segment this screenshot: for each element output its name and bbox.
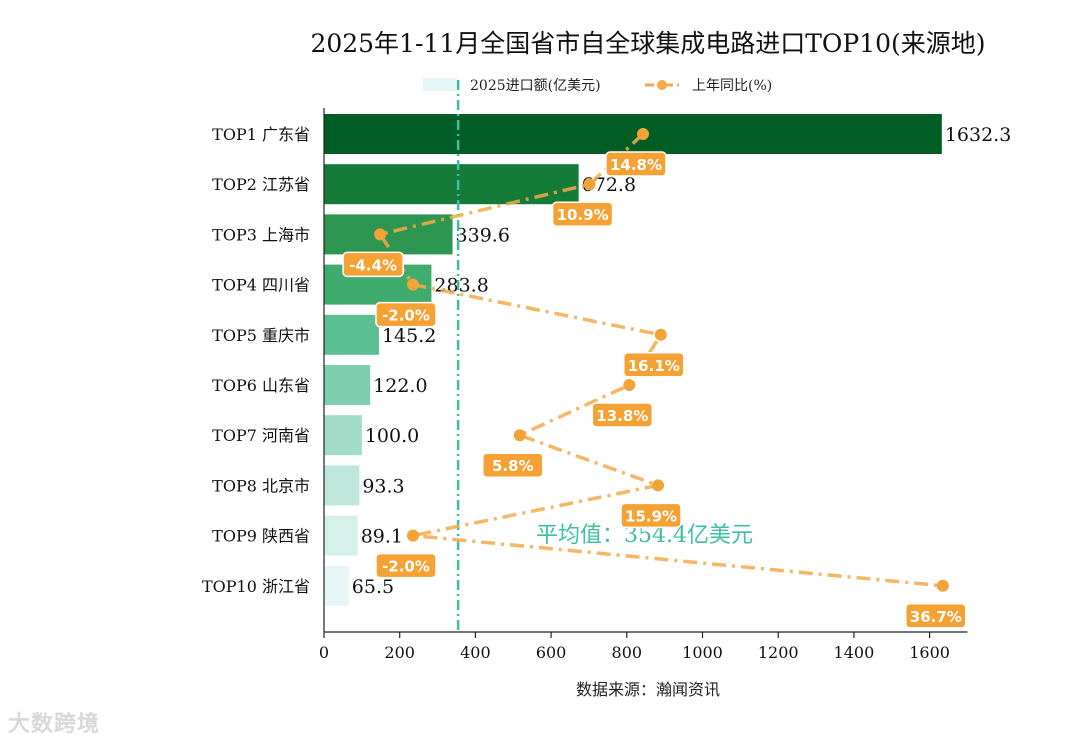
x-tick-label: 200 [384,643,415,662]
bar-value-label: 122.0 [373,375,427,397]
category-label: TOP1 广东省 [212,125,310,144]
yoy-label-box [591,402,654,428]
x-axis: 0 200 400 600 800 1000 1200 1400 1600 [319,108,968,662]
yoy-point [513,429,526,442]
yoy-label: 5.8% [492,457,534,475]
bar-value-label: 145.2 [382,325,436,347]
bar [324,365,371,405]
x-tick-label: 800 [612,643,643,662]
legend-line-marker [657,80,667,90]
x-tick-label: 1000 [682,643,723,662]
x-axis-label: 数据来源：瀚闻资讯 [576,680,720,699]
bar [324,314,379,355]
x-tick-label: 1400 [834,643,875,662]
yoy-label-box [375,552,437,579]
yoy-label: 13.8% [596,407,648,425]
bar [324,164,579,205]
bar [324,565,349,606]
legend-line-label: 上年同比(%) [692,78,772,94]
category-label: TOP10 浙江省 [202,577,310,596]
yoy-point [583,178,596,191]
yoy-point [652,479,665,492]
bar [324,415,362,456]
bar-value-label: 93.3 [362,475,404,497]
legend-bar-swatch [423,78,457,91]
yoy-label: 10.9% [557,206,609,224]
yoy-line-group: 14.8% 10.9% -4.4% -2.0% 16.1% 13.8% 5.8% 15.9% -… [342,128,967,629]
yoy-point [654,328,667,341]
yoy-point [406,529,419,542]
yoy-point [374,228,387,241]
yoy-point [406,278,419,291]
bar-group: 1632.3672.8339.6283.8145.2122.0100.093.3… [324,114,1011,606]
category-label: TOP7 河南省 [212,426,310,445]
bar-value-label: 65.5 [352,576,394,598]
x-tick-label: 1200 [758,643,799,662]
legend: 2025进口额(亿美元) 上年同比(%) [423,78,772,94]
yoy-label-box [482,452,544,478]
yoy-label: 14.8% [610,156,662,174]
bar-value-label: 89.1 [361,526,403,548]
bar [324,465,360,506]
yoy-point [936,579,949,592]
category-label: TOP9 陕西省 [212,527,310,546]
yoy-label: 15.9% [625,507,677,525]
bar-value-label: 100.0 [365,425,419,447]
category-label: TOP3 上海市 [212,225,310,244]
category-label: TOP5 重庆市 [212,326,310,345]
y-axis-labels: TOP1 广东省 TOP2 江苏省 TOP3 上海市 TOP4 四川省 TOP5 重庆市… [202,125,310,596]
x-tick-label: 600 [536,643,567,662]
yoy-label: 16.1% [628,357,680,375]
yoy-label: -2.0% [382,558,430,576]
category-label: TOP4 四川省 [212,276,310,295]
yoy-point [623,379,636,391]
yoy-label-box [623,352,685,378]
category-label: TOP8 北京市 [212,476,310,495]
watermark: 大数跨境 [8,712,101,737]
yoy-point [636,128,649,140]
bar [324,114,942,154]
bar [324,515,358,556]
yoy-label-box [905,603,967,629]
x-tick-label: 400 [460,643,491,662]
bar-value-label: 339.6 [456,224,510,246]
yoy-label-box [551,201,614,227]
category-label: TOP2 江苏省 [212,175,310,194]
yoy-label-box [342,251,404,278]
chart-title: 2025年1-11月全国省市自全球集成电路进口TOP10(来源地) [310,29,985,58]
x-tick-label: 0 [319,643,329,662]
yoy-label-box [375,301,437,328]
yoy-label: -4.4% [349,256,397,274]
yoy-label-box [605,151,667,177]
bar-value-label: 1632.3 [945,124,1011,146]
legend-bar-label: 2025进口额(亿美元) [470,78,601,94]
x-tick-label: 1600 [909,643,950,662]
category-label: TOP6 山东省 [212,376,310,395]
yoy-label: 36.7% [910,608,962,626]
yoy-label: -2.0% [382,307,430,325]
yoy-label-box [620,502,682,529]
